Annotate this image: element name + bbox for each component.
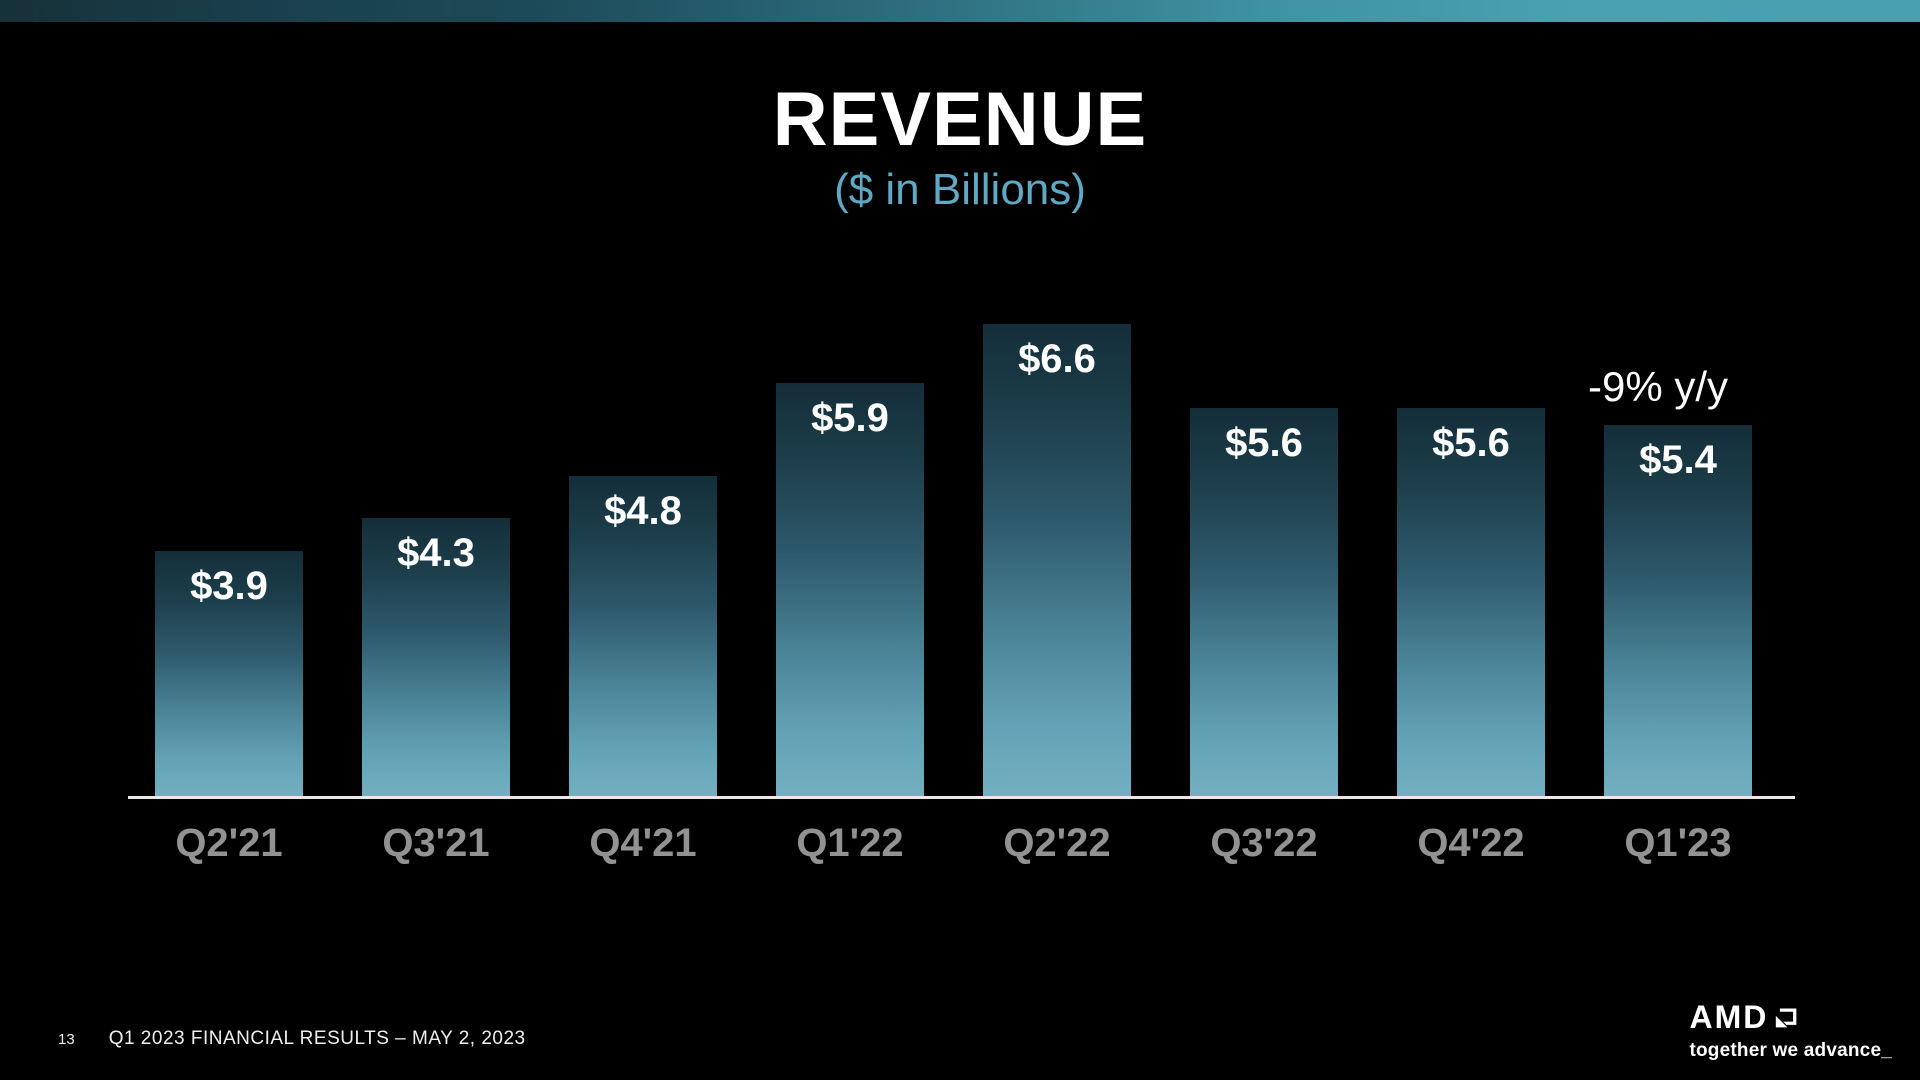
amd-logo-row: AMD xyxy=(1689,1001,1892,1033)
bar-value-label-q3-22: $5.6 xyxy=(1225,421,1303,465)
bar-value-label-q2-21: $3.9 xyxy=(190,564,268,608)
page-subtitle: ($ in Billions) xyxy=(834,165,1086,214)
category-label-q4-21: Q4'21 xyxy=(589,821,697,865)
footer: 13 Q1 2023 FINANCIAL RESULTS – MAY 2, 20… xyxy=(58,1028,526,1050)
yoy-annotation: -9% y/y xyxy=(1587,363,1729,410)
category-label-q1-22: Q1'22 xyxy=(796,821,904,865)
amd-arrow-icon xyxy=(1775,1006,1798,1029)
bar-value-label-q2-22: $6.6 xyxy=(1018,337,1096,381)
x-axis-line xyxy=(128,796,1795,799)
bar-q3-22: $5.6 xyxy=(1190,408,1338,796)
bar-value-label-q1-23: $5.4 xyxy=(1639,438,1717,482)
revenue-bar-chart: $3.9 $4.3 $4.8 $5.9 $6.6 $5.6 $5.6 $5.4 -9% y/y … xyxy=(128,290,1795,866)
bar-q4-22: $5.6 xyxy=(1397,408,1545,796)
footer-text: Q1 2023 FINANCIAL RESULTS – MAY 2, 2023 xyxy=(108,1028,526,1049)
category-row: Q2'21 Q3'21 Q4'21 Q1'22 Q2'22 Q3'22 Q4'22 Q1'23 xyxy=(128,821,1795,866)
title-block: REVENUE ($ in Billions) xyxy=(0,82,1920,212)
page-title: REVENUE xyxy=(772,77,1148,162)
bar-q4-21: $4.8 xyxy=(569,476,717,796)
category-label-q2-21: Q2'21 xyxy=(175,821,283,865)
category-label-q1-23: Q1'23 xyxy=(1624,821,1732,865)
amd-logo: AMD together we advance_ xyxy=(1689,1001,1892,1062)
bar-value-label-q4-21: $4.8 xyxy=(604,489,682,533)
category-label-q3-22: Q3'22 xyxy=(1210,821,1318,865)
bar-q2-22: $6.6 xyxy=(983,324,1131,796)
bar-q2-21: $3.9 xyxy=(155,551,303,796)
bar-value-label-q4-22: $5.6 xyxy=(1432,421,1510,465)
amd-logo-text: AMD xyxy=(1689,999,1769,1035)
category-label-q4-22: Q4'22 xyxy=(1417,821,1525,865)
category-label-q2-22: Q2'22 xyxy=(1003,821,1111,865)
bar-value-label-q1-22: $5.9 xyxy=(811,396,889,440)
amd-tagline: together we advance_ xyxy=(1689,1040,1892,1061)
bar-q3-21: $4.3 xyxy=(362,518,510,796)
top-gradient-banner xyxy=(0,0,1920,22)
category-label-q3-21: Q3'21 xyxy=(382,821,490,865)
bar-q1-23: $5.4 -9% y/y xyxy=(1588,363,1752,796)
bars-row: $3.9 $4.3 $4.8 $5.9 $6.6 $5.6 $5.6 $5.4 -9% y/y xyxy=(128,290,1795,796)
bar-value-label-q3-21: $4.3 xyxy=(397,531,475,575)
bar-q1-22: $5.9 xyxy=(776,383,924,796)
page-number: 13 xyxy=(58,1031,75,1048)
